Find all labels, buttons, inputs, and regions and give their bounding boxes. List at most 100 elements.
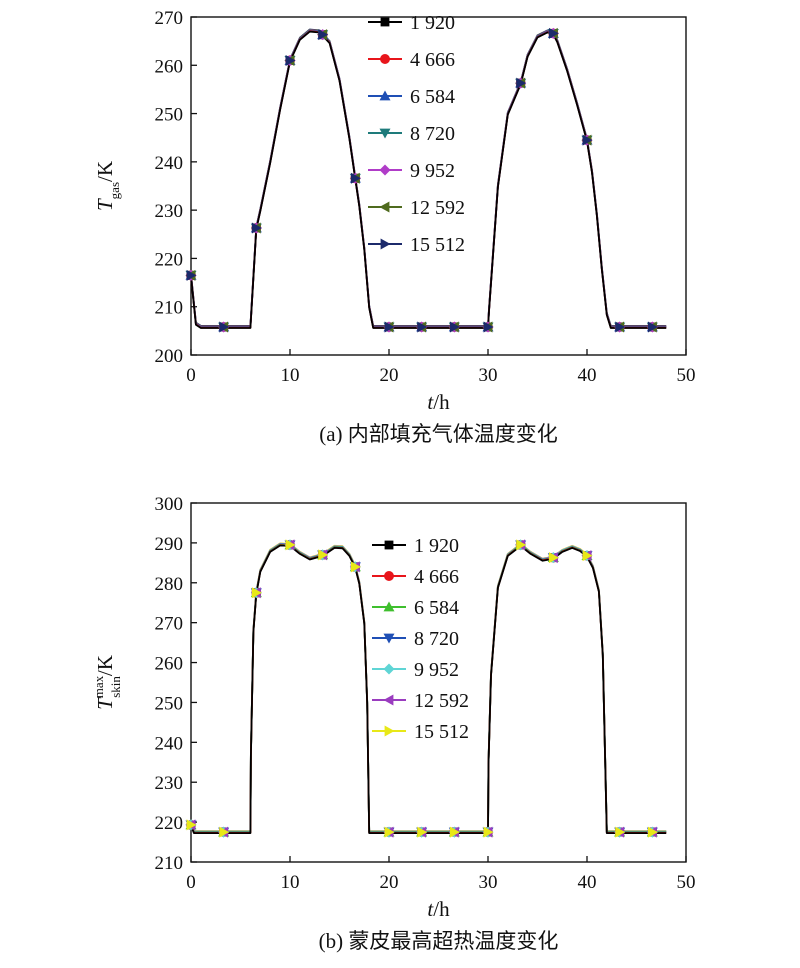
legend-label: 9 952 — [410, 160, 455, 182]
data-point-marker — [350, 561, 361, 573]
legend-label: 12 592 — [410, 197, 465, 219]
legend-marker — [379, 201, 390, 213]
y-tick-label: 280 — [155, 574, 184, 595]
series-line-4666 — [190, 544, 667, 834]
legend-marker — [383, 601, 395, 612]
plot-frame — [190, 502, 687, 863]
x-tick-label: 20 — [380, 872, 399, 893]
x-tick-label: 30 — [479, 872, 498, 893]
data-point-marker — [417, 826, 428, 838]
legend-marker — [383, 633, 395, 644]
legend-label: 8 720 — [414, 628, 459, 650]
data-point-marker — [285, 54, 296, 66]
legend-label: 9 952 — [414, 659, 459, 681]
legend-label: 15 512 — [410, 234, 465, 256]
legend-marker — [379, 90, 391, 101]
legend-label: 8 720 — [410, 123, 455, 145]
data-point-marker — [318, 29, 329, 41]
data-point-marker — [449, 826, 460, 838]
chart-skin-temperature: 0 10 20 30 40 50 210 220 230 240 250 260 270 280 290 30… — [0, 484, 800, 968]
data-point-marker — [483, 826, 494, 838]
y-axis-title: Tgas/K — [93, 161, 122, 211]
data-point-marker — [615, 826, 626, 838]
chart-b-plot: 0 10 20 30 40 50 210 220 230 240 250 260 270 280 290 30… — [91, 494, 696, 953]
x-tick-label: 40 — [578, 872, 597, 893]
data-point-marker — [615, 321, 626, 333]
data-point-marker — [417, 321, 428, 333]
y-tick-label: 270 — [155, 614, 184, 635]
chart-caption: (b) 蒙皮最高超热温度变化 — [319, 929, 559, 953]
chart-a-plot: 0 10 20 30 40 50 200 210 220 230 240 250 260 270 1 92… — [93, 8, 696, 446]
legend-label: 1 920 — [414, 535, 459, 557]
data-point-marker — [384, 321, 395, 333]
data-point-marker — [186, 819, 197, 831]
data-point-marker — [318, 549, 329, 561]
y-tick-label: 260 — [155, 654, 184, 675]
x-tick-label: 40 — [578, 365, 597, 386]
data-point-marker — [384, 826, 395, 838]
legend: 1 920 4 666 6 584 8 720 9 952 12 592 15 512 — [372, 535, 469, 743]
chart-gas-temperature: 0 10 20 30 40 50 200 210 220 230 240 250 260 270 1 92… — [93, 8, 696, 446]
data-point-marker — [186, 269, 197, 281]
plot-frame — [190, 16, 687, 356]
y-tick-label: 300 — [155, 494, 184, 515]
x-tick-label: 20 — [380, 365, 399, 386]
x-tick-label: 50 — [677, 872, 696, 893]
legend-marker — [380, 238, 391, 250]
y-tick-label: 250 — [155, 693, 184, 714]
y-tick-label: 230 — [155, 773, 184, 794]
y-tick-label: 290 — [155, 534, 184, 555]
legend-marker — [383, 694, 394, 706]
x-tick-label: 0 — [186, 365, 196, 386]
y-tick-label: 230 — [155, 201, 184, 222]
x-axis-title: t/h — [427, 390, 450, 414]
y-tick-label: 250 — [155, 105, 184, 126]
y-tick-label: 210 — [155, 298, 184, 319]
chart-caption: (a) 内部填充气体温度变化 — [319, 422, 558, 446]
x-tick-label: 0 — [186, 872, 196, 893]
data-point-marker — [285, 539, 296, 551]
data-point-marker — [449, 321, 460, 333]
y-tick-label: 240 — [155, 153, 184, 174]
data-point-marker — [647, 826, 658, 838]
legend-label: 6 584 — [414, 597, 459, 619]
legend-label: 4 666 — [414, 566, 459, 588]
legend-marker — [384, 725, 395, 737]
y-axis-title: Tmax skin/K — [91, 655, 123, 710]
data-point-marker — [647, 321, 658, 333]
legend-marker — [379, 128, 391, 139]
legend-label: 15 512 — [414, 721, 469, 743]
y-tick-label: 240 — [155, 733, 184, 754]
legend-marker — [379, 164, 391, 176]
x-tick-label: 10 — [281, 365, 300, 386]
y-tick-label: 260 — [155, 56, 184, 77]
legend-marker — [384, 571, 394, 581]
y-tick-label: 270 — [155, 8, 184, 29]
y-tick-label: 220 — [155, 249, 184, 270]
legend-marker — [384, 540, 394, 550]
data-point-marker — [251, 222, 262, 234]
data-point-marker — [548, 552, 559, 564]
data-point-marker — [582, 550, 593, 562]
data-point-marker — [516, 539, 527, 551]
data-point-marker — [251, 587, 262, 599]
y-tick-label: 210 — [155, 853, 184, 874]
data-point-marker — [219, 826, 230, 838]
data-point-marker — [350, 172, 361, 184]
data-point-marker — [483, 321, 494, 333]
data-point-marker — [548, 27, 559, 39]
y-tick-label: 220 — [155, 813, 184, 834]
x-tick-label: 50 — [677, 365, 696, 386]
y-tick-label: 200 — [155, 346, 184, 367]
data-point-marker — [516, 77, 527, 89]
legend-label: 1 920 — [410, 12, 455, 34]
x-axis-title: t/h — [427, 897, 450, 921]
legend: 1 920 4 666 6 584 8 720 9 952 12 592 15 512 — [368, 12, 465, 256]
data-point-marker — [219, 321, 230, 333]
x-tick-label: 10 — [281, 872, 300, 893]
legend-label: 6 584 — [410, 86, 455, 108]
legend-marker — [380, 54, 390, 64]
legend-label: 12 592 — [414, 690, 469, 712]
data-point-marker — [582, 134, 593, 146]
legend-label: 4 666 — [410, 49, 455, 71]
